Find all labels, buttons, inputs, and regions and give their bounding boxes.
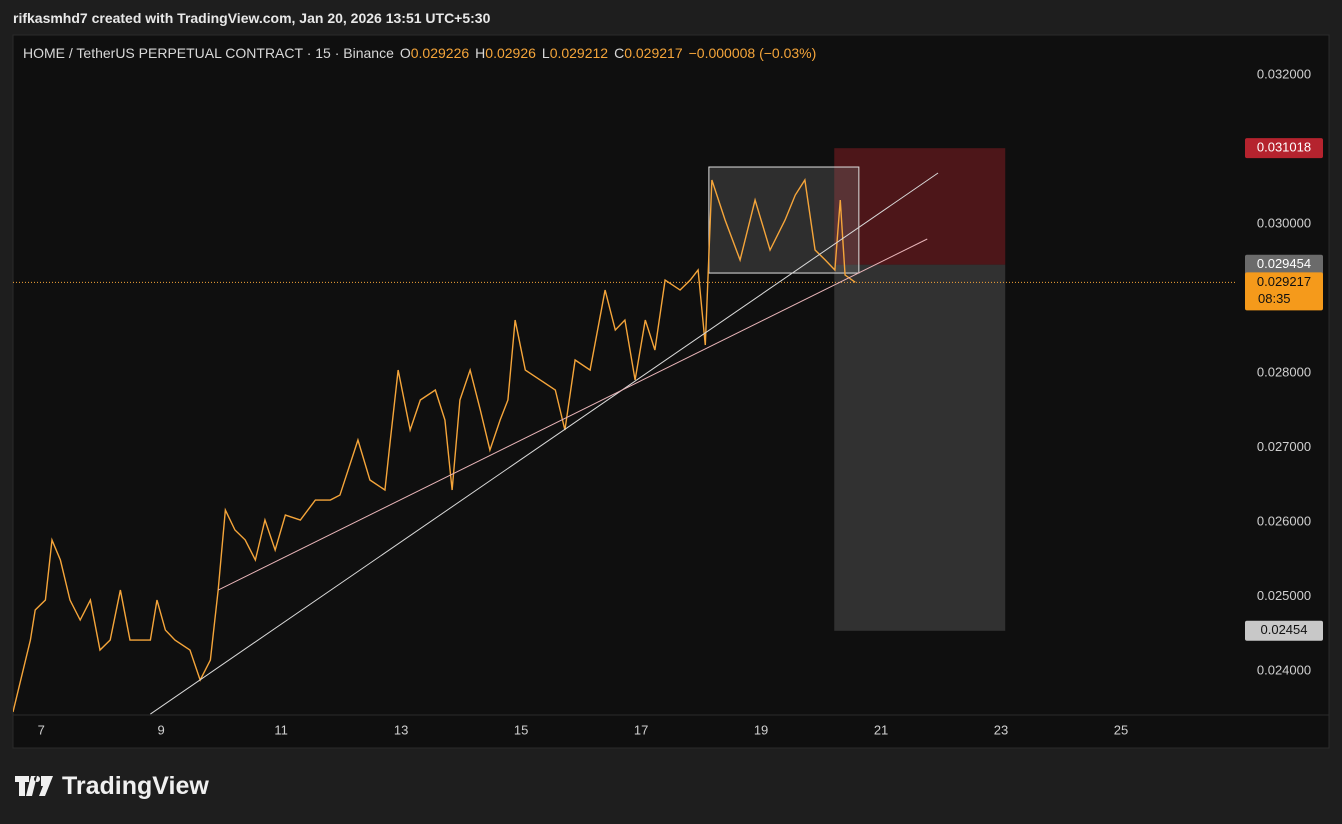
stop-label-bg (1245, 138, 1323, 159)
change: −0.000008 (−0.03%) (688, 45, 817, 61)
trendline (217, 238, 928, 591)
brand-logo (15, 776, 53, 796)
plot-area (13, 148, 1235, 713)
brand: TradingView (62, 772, 209, 800)
entry-label-bg (1245, 254, 1323, 275)
price-line (13, 178, 856, 713)
x-tick-label: 11 (274, 722, 288, 737)
y-tick-label: 0.032000 (1257, 66, 1311, 81)
y-tick-label: 0.024000 (1257, 662, 1311, 677)
chart-frame (12, 34, 1330, 749)
last-price-bg (1245, 272, 1323, 311)
legend: HOME / TetherUS PERPETUAL CONTRACT · 15 … (23, 45, 816, 61)
y-tick-label: 0.026000 (1257, 513, 1311, 528)
trendline (150, 172, 939, 715)
attribution: rifkasmhd7 created with TradingView.com,… (13, 10, 491, 26)
y-tick-label: 0.028000 (1257, 364, 1311, 379)
range-box (708, 166, 860, 274)
countdown: 08:35 (1258, 291, 1291, 306)
target-label: 0.02454 (1261, 622, 1308, 637)
x-tick-label: 7 (38, 722, 45, 737)
y-tick-label: 0.030000 (1257, 215, 1311, 230)
x-tick-label: 13 (394, 722, 408, 737)
target-zone (834, 264, 1006, 631)
ohlc-value: 0.029217 (624, 45, 683, 61)
x-tick-label: 15 (514, 722, 528, 737)
x-tick-label: 25 (1114, 722, 1128, 737)
ohlc-label: O (399, 45, 411, 61)
symbol-title: HOME / TetherUS PERPETUAL CONTRACT · 15 … (23, 45, 394, 61)
y-tick-label: 0.025000 (1257, 588, 1311, 603)
x-tick-label: 9 (158, 722, 165, 737)
ohlc-label: L (541, 45, 550, 61)
y-tick-label: 0.027000 (1257, 439, 1311, 454)
stop-zone (834, 148, 1006, 265)
x-tick-label: 17 (634, 722, 648, 737)
x-tick-label: 19 (754, 722, 768, 737)
ohlc-value: 0.029212 (549, 45, 609, 61)
ohlc-value: 0.029226 (410, 45, 470, 61)
entry-label: 0.029454 (1257, 256, 1311, 271)
x-tick-label: 21 (874, 722, 888, 737)
last-price-label: 0.029217 (1257, 274, 1311, 289)
ohlc-label: H (475, 45, 486, 61)
ohlc-value: 0.02926 (485, 45, 536, 61)
target-label-bg (1245, 620, 1323, 641)
stop-label: 0.031018 (1257, 140, 1311, 155)
ohlc-label: C (614, 45, 625, 61)
x-tick-label: 23 (994, 722, 1008, 737)
